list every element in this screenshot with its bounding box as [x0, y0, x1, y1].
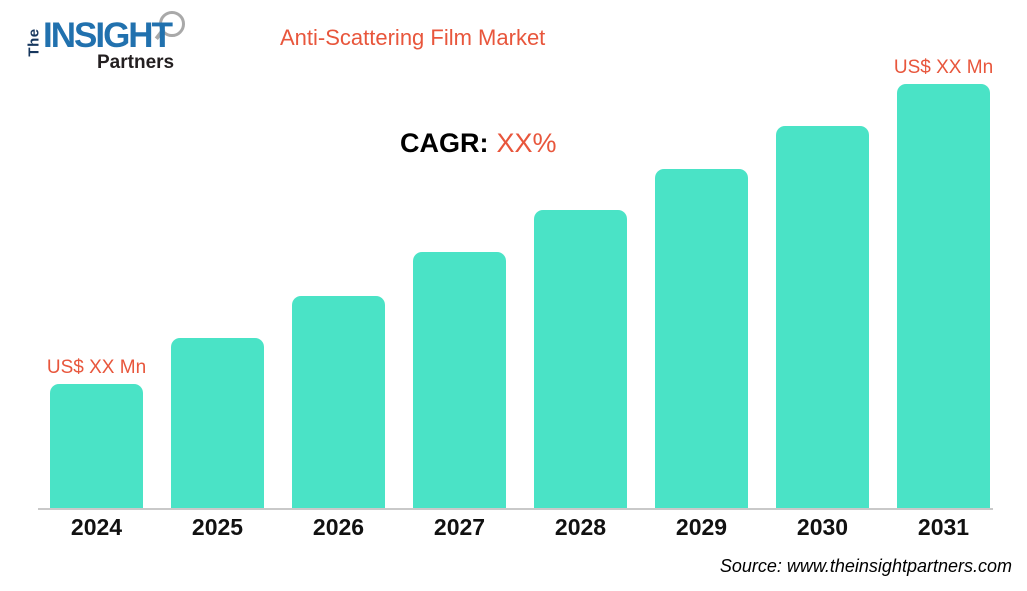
bar-2027	[413, 252, 506, 509]
bar-value-label: US$ XX Mn	[893, 57, 994, 78]
x-axis-label: 2030	[796, 514, 849, 540]
bar-2025	[171, 338, 264, 509]
cagr-value: XX%	[496, 128, 557, 158]
bar-2028	[534, 210, 627, 509]
bar-2026	[292, 296, 385, 509]
bar-column	[655, 169, 748, 509]
x-axis-label: 2026	[312, 514, 365, 540]
bar-2030	[776, 126, 869, 509]
bar-column	[413, 252, 506, 509]
x-axis-label: 2029	[675, 514, 728, 540]
magnifier-icon	[159, 11, 185, 37]
x-axis-label: 2024	[70, 514, 123, 540]
bar-column	[171, 338, 264, 509]
x-axis-label: 2027	[433, 514, 486, 540]
logo-the: The	[25, 28, 43, 57]
chart-title: Anti-Scattering Film Market	[280, 25, 546, 50]
bar-2029	[655, 169, 748, 509]
logo-partners: Partners	[97, 52, 175, 73]
cagr-label: CAGR:	[400, 128, 489, 158]
source-text: Source: www.theinsightpartners.com	[719, 556, 1012, 576]
cagr-annotation: CAGR: XX%	[400, 128, 557, 159]
bar-column	[776, 126, 869, 509]
x-axis-label: 2031	[917, 514, 970, 540]
bar-column: US$ XX Mn	[893, 57, 994, 509]
bar-column	[534, 210, 627, 509]
x-axis-line	[38, 508, 993, 510]
logo: The INSIGHT Partners	[25, 8, 198, 74]
logo-insight: INSIGHT	[43, 16, 173, 55]
bar-2024	[50, 384, 143, 509]
bar-column	[292, 296, 385, 509]
bars: US$ XX Mn US$ XX Mn	[46, 50, 994, 509]
bar-2031	[897, 84, 990, 509]
bar-value-label: US$ XX Mn	[46, 357, 147, 378]
bar-column: US$ XX Mn	[46, 357, 147, 509]
x-axis-labels: 2024 2025 2026 2027 2028 2029 2030 2031	[50, 514, 990, 541]
x-axis-label: 2025	[191, 514, 244, 540]
x-axis-label: 2028	[554, 514, 607, 540]
